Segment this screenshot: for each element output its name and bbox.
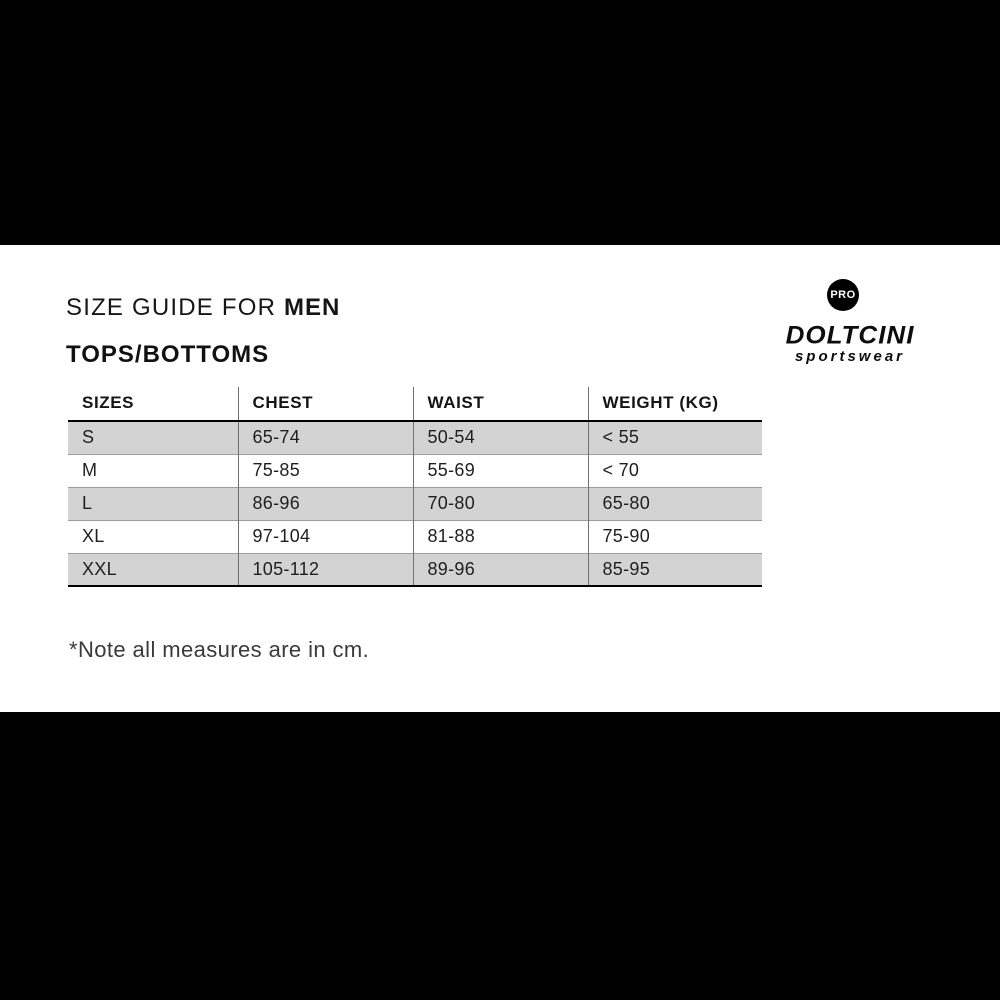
table-row: XXL 105-112 89-96 85-95	[68, 552, 762, 587]
page-title-prefix: SIZE GUIDE FOR	[66, 294, 285, 321]
column-header-waist: WAIST	[412, 387, 588, 422]
cell-chest: 86-96	[237, 486, 413, 520]
pro-badge-icon: PRO	[827, 279, 859, 311]
column-header-sizes: SIZES	[68, 387, 238, 422]
table-header-row: SIZES CHEST WAIST WEIGHT (KG)	[68, 387, 762, 422]
cell-size: L	[68, 486, 238, 520]
cell-weight: < 70	[587, 453, 762, 487]
table-row: XL 97-104 81-88 75-90	[68, 519, 762, 553]
cell-weight: < 55	[587, 421, 762, 454]
cell-weight: 65-80	[587, 486, 762, 520]
brand-name: DOLTCINI	[785, 320, 915, 350]
brand-logo: PRO DOLTCINI sportswear	[772, 279, 928, 365]
top-black-bar	[0, 0, 1000, 245]
cell-waist: 89-96	[412, 552, 588, 587]
cell-weight: 75-90	[587, 519, 762, 553]
size-table: SIZES CHEST WAIST WEIGHT (KG) S 65-74 50…	[68, 387, 762, 587]
cell-size: XL	[68, 519, 238, 553]
cell-weight: 85-95	[587, 552, 762, 587]
cell-chest: 97-104	[237, 519, 413, 553]
column-header-weight: WEIGHT (KG)	[587, 387, 762, 422]
cell-size: M	[68, 453, 238, 487]
cell-chest: 105-112	[237, 552, 413, 587]
column-header-chest: CHEST	[237, 387, 413, 422]
cell-waist: 55-69	[412, 453, 588, 487]
size-guide-panel: SIZE GUIDE FOR MEN TOPS/BOTTOMS PRO DOLT…	[0, 245, 1000, 712]
cell-waist: 81-88	[412, 519, 588, 553]
brand-tagline: sportswear	[794, 348, 906, 365]
cell-chest: 75-85	[237, 453, 413, 487]
page-subtitle: TOPS/BOTTOMS	[66, 341, 270, 368]
cell-size: XXL	[68, 552, 238, 587]
table-row: M 75-85 55-69 < 70	[68, 453, 762, 487]
page-title-gender: MEN	[284, 294, 341, 321]
cell-chest: 65-74	[237, 421, 413, 454]
bottom-black-bar	[0, 712, 1000, 1000]
cell-waist: 70-80	[412, 486, 588, 520]
table-row: L 86-96 70-80 65-80	[68, 486, 762, 520]
measures-footnote: *Note all measures are in cm.	[69, 637, 370, 662]
page-title: SIZE GUIDE FOR MEN	[66, 294, 340, 322]
cell-size: S	[82, 427, 95, 448]
table-row: S 65-74 50-54 < 55	[68, 421, 762, 454]
cell-waist: 50-54	[412, 421, 588, 454]
